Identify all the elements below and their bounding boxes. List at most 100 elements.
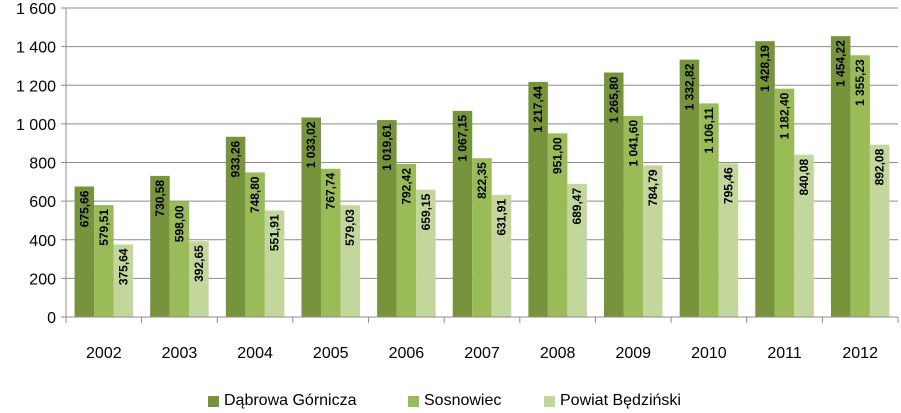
data-label: 892,08 (873, 148, 887, 185)
bar (189, 241, 209, 317)
x-tick-label: 2004 (237, 345, 273, 362)
data-label: 1 182,40 (778, 92, 792, 139)
bar (850, 55, 870, 317)
bar (679, 59, 700, 318)
bar (301, 117, 321, 317)
axes (61, 7, 899, 323)
legend: Dąbrowa Górnicza Sosnowiec Powiat Będziń… (0, 390, 901, 412)
data-label: 1 454,22 (834, 40, 848, 87)
bar (472, 158, 492, 317)
bar (567, 183, 587, 317)
data-label: 1 019,61 (380, 124, 394, 171)
bar (869, 144, 890, 317)
data-label: 730,58 (153, 180, 167, 217)
y-tick-label: 1 200 (16, 78, 56, 95)
bar (604, 72, 624, 317)
bar (74, 186, 95, 317)
y-tick-label: 1 000 (16, 117, 56, 134)
data-label: 1 041,60 (626, 120, 640, 167)
y-tick-label: 600 (29, 194, 56, 211)
bar (377, 120, 397, 317)
x-tick-label: 2006 (389, 345, 425, 362)
bar (150, 175, 170, 317)
y-tick-label: 800 (29, 156, 56, 173)
data-label: 840,08 (797, 158, 811, 195)
legend-label-powiat: Powiat Będziński (560, 392, 681, 409)
data-label: 748,80 (248, 176, 262, 213)
data-label: 392,65 (192, 245, 206, 282)
data-label: 1 428,19 (758, 45, 772, 92)
bar (528, 81, 548, 317)
legend-swatch-powiat (544, 395, 555, 407)
y-tick-label: 400 (29, 233, 56, 250)
bar (623, 115, 644, 317)
x-tick-label: 2002 (86, 345, 122, 362)
x-tick-label: 2005 (313, 345, 349, 362)
bar (113, 244, 134, 317)
y-tick-label: 1 400 (16, 40, 56, 57)
x-tick-label: 2009 (615, 345, 651, 362)
bar (755, 41, 775, 317)
x-tick-label: 2012 (842, 345, 878, 362)
data-label: 795,46 (721, 167, 735, 204)
data-label: 631,91 (495, 199, 509, 236)
bar (718, 163, 739, 317)
data-label: 675,66 (77, 190, 91, 227)
bar (264, 210, 285, 317)
legend-swatch-dabrowa (208, 395, 219, 407)
bar (340, 205, 360, 317)
bar (225, 136, 246, 317)
data-label: 579,51 (97, 209, 111, 246)
data-label: 659,15 (419, 193, 433, 230)
legend-label-dabrowa: Dąbrowa Górnicza (224, 392, 357, 409)
y-tick-label: 200 (29, 271, 56, 288)
bar (396, 163, 417, 317)
data-label: 551,91 (268, 214, 282, 251)
x-tick-label: 2011 (767, 345, 802, 362)
data-label: 822,35 (475, 162, 489, 199)
data-label: 1 067,15 (456, 115, 470, 162)
legend-item-dabrowa: Dąbrowa Górnicza (208, 390, 357, 412)
x-tick-label: 2003 (162, 345, 198, 362)
data-label: 1 265,80 (607, 76, 621, 123)
bar-chart: 0 200 400 600 800 1 000 1 200 1 400 1 600 2002 20… (16, 1, 899, 362)
bar (794, 154, 814, 317)
x-tick-label: 2007 (464, 345, 500, 362)
legend-item-sosnowiec: Sosnowiec (408, 390, 501, 412)
bar (774, 88, 795, 317)
y-tick-labels: 0 200 400 600 800 1 000 1 200 1 400 1 600 (16, 1, 56, 327)
data-label: 375,64 (116, 248, 130, 285)
bar (643, 165, 663, 317)
data-label: 579,03 (343, 209, 357, 246)
x-tick-label: 2008 (540, 345, 576, 362)
data-label: 1 355,23 (853, 59, 867, 106)
data-label: 689,47 (570, 188, 584, 225)
data-label: 1 217,44 (531, 86, 545, 133)
bar (452, 110, 473, 318)
legend-label-sosnowiec: Sosnowiec (424, 392, 502, 409)
data-label: 598,00 (172, 205, 186, 242)
bar (491, 194, 512, 317)
data-label: 1 332,82 (682, 63, 696, 110)
data-labels: 675,66 579,51 375,64 730,58 598,00 392,65 933,… (77, 40, 886, 285)
bar (416, 189, 436, 317)
data-label: 951,00 (551, 137, 565, 174)
data-label: 933,26 (229, 140, 243, 177)
bar (169, 201, 190, 317)
x-tick-labels: 2002 2003 2004 2005 2006 2007 2008 2009 2010 2011… (86, 345, 878, 362)
y-tick-label: 1 600 (16, 1, 56, 18)
bars (74, 36, 890, 318)
bar (547, 133, 568, 317)
data-label: 792,42 (399, 168, 413, 205)
bar (245, 172, 265, 317)
y-tick-label: 0 (47, 310, 56, 327)
bar (94, 205, 114, 317)
data-label: 1 033,02 (304, 121, 318, 168)
data-label: 784,79 (646, 169, 660, 206)
bar (830, 36, 851, 318)
bar (699, 103, 719, 317)
data-label: 1 106,11 (702, 107, 716, 153)
bar (320, 168, 341, 317)
legend-swatch-sosnowiec (408, 395, 419, 407)
legend-item-powiat: Powiat Będziński (544, 390, 681, 412)
